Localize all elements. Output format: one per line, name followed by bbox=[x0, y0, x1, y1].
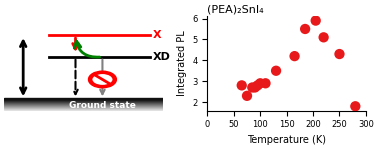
Bar bbox=[4, 108, 163, 109]
Bar bbox=[4, 103, 163, 104]
Bar bbox=[4, 109, 163, 110]
Circle shape bbox=[91, 73, 114, 86]
Point bbox=[352, 105, 358, 107]
Bar bbox=[4, 98, 163, 99]
Bar bbox=[4, 106, 163, 107]
Bar bbox=[4, 100, 163, 101]
Point bbox=[273, 70, 279, 72]
Point bbox=[313, 19, 319, 22]
Bar bbox=[4, 99, 163, 100]
Text: XD: XD bbox=[153, 52, 171, 62]
Circle shape bbox=[88, 71, 116, 88]
Bar bbox=[4, 101, 163, 102]
X-axis label: Temperature (K): Temperature (K) bbox=[247, 135, 326, 145]
Point bbox=[257, 82, 263, 84]
Text: X: X bbox=[153, 30, 162, 40]
Point bbox=[252, 86, 258, 89]
Bar bbox=[4, 105, 163, 106]
Point bbox=[321, 36, 327, 39]
Bar bbox=[4, 104, 163, 105]
Bar bbox=[4, 107, 163, 108]
Point bbox=[291, 55, 297, 57]
Point bbox=[254, 84, 260, 87]
Point bbox=[262, 82, 268, 84]
Point bbox=[336, 53, 342, 55]
Text: (PEA)₂SnI₄: (PEA)₂SnI₄ bbox=[208, 4, 264, 14]
Point bbox=[249, 86, 255, 89]
Point bbox=[302, 28, 308, 30]
Bar bbox=[4, 110, 163, 111]
Bar bbox=[4, 102, 163, 103]
Y-axis label: Integrated PL: Integrated PL bbox=[177, 31, 187, 96]
Point bbox=[239, 84, 245, 87]
Point bbox=[244, 95, 250, 97]
Text: Ground state: Ground state bbox=[69, 101, 136, 110]
